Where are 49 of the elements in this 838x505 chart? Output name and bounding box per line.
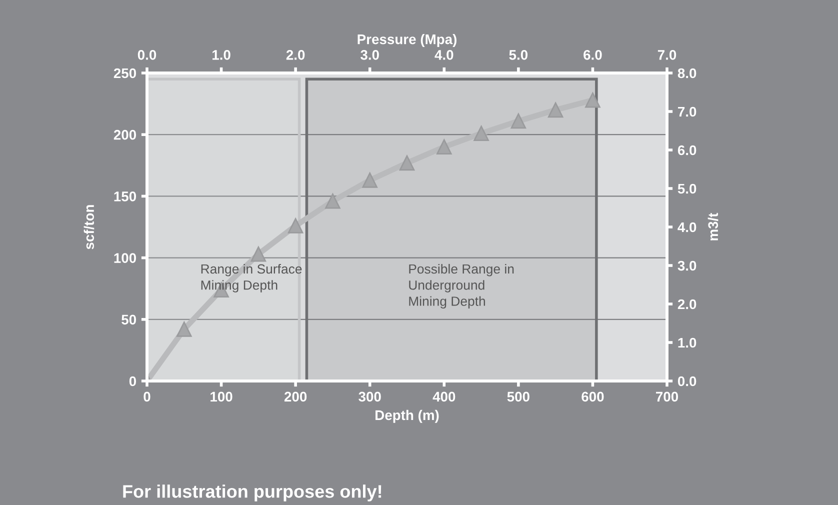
x-tick-label: 100 [210,392,232,402]
point [176,322,192,337]
point [250,246,266,262]
x-tick-label: 400 [432,392,456,402]
x-tick-label: 700 [656,392,678,402]
point [510,113,526,129]
point [436,139,452,155]
y2-tick-label: 0.0 [678,376,696,386]
point [585,92,600,108]
y-tick-label: 150 [114,192,136,202]
y-tick-label: 50 [122,314,136,325]
x-tick-label: 600 [582,392,604,402]
point [362,172,378,188]
x-tick-label: 300 [358,392,381,402]
y-tick-label: 200 [114,130,136,140]
x2-tick-label: 0.0 [138,50,156,60]
band-label: Possible Range in Underground Mining Depth [409,264,514,309]
y-tick-label: 250 [114,68,136,78]
x-axis-title: Depth (m) [376,410,439,423]
x2-tick-label: 2.0 [286,50,305,60]
x2-tick-label: 7.0 [658,50,676,60]
x2-tick-label: 5.0 [509,50,528,60]
y2-tick-label: 3.0 [678,260,696,271]
y2-tick-label: 8.0 [678,68,696,78]
y2-tick-label: 7.0 [678,106,696,117]
x2-tick-label: 3.0 [360,50,379,60]
x-tick-label: 200 [284,392,307,402]
x2-axis-title: Pressure (Mpa) [358,34,456,47]
x2-tick-label: 1.0 [212,50,230,60]
x-tick-label: 0 [144,392,150,402]
y2-axis-title: m3/t [708,212,718,240]
x-tick-label: 500 [507,392,530,402]
y-tick-label: 100 [114,253,136,263]
y-tick-label: 0 [129,376,136,386]
band-label: Range in Surface Mining Depth [201,264,302,292]
x2-tick-label: 4.0 [434,50,454,60]
point [474,126,489,142]
x2-tick-label: 6.0 [584,50,602,60]
y2-tick-label: 1.0 [678,338,696,348]
y2-tick-label: 5.0 [678,184,696,194]
point [399,155,415,171]
point [548,102,564,118]
y-axis-title: scf/ton [84,205,94,250]
y2-tick-label: 6.0 [678,145,696,156]
y2-tick-label: 4.0 [678,222,696,232]
point [288,218,304,234]
point [325,193,340,209]
text: For illustration purposes only! [123,484,382,502]
y2-tick-label: 2.0 [678,299,696,310]
